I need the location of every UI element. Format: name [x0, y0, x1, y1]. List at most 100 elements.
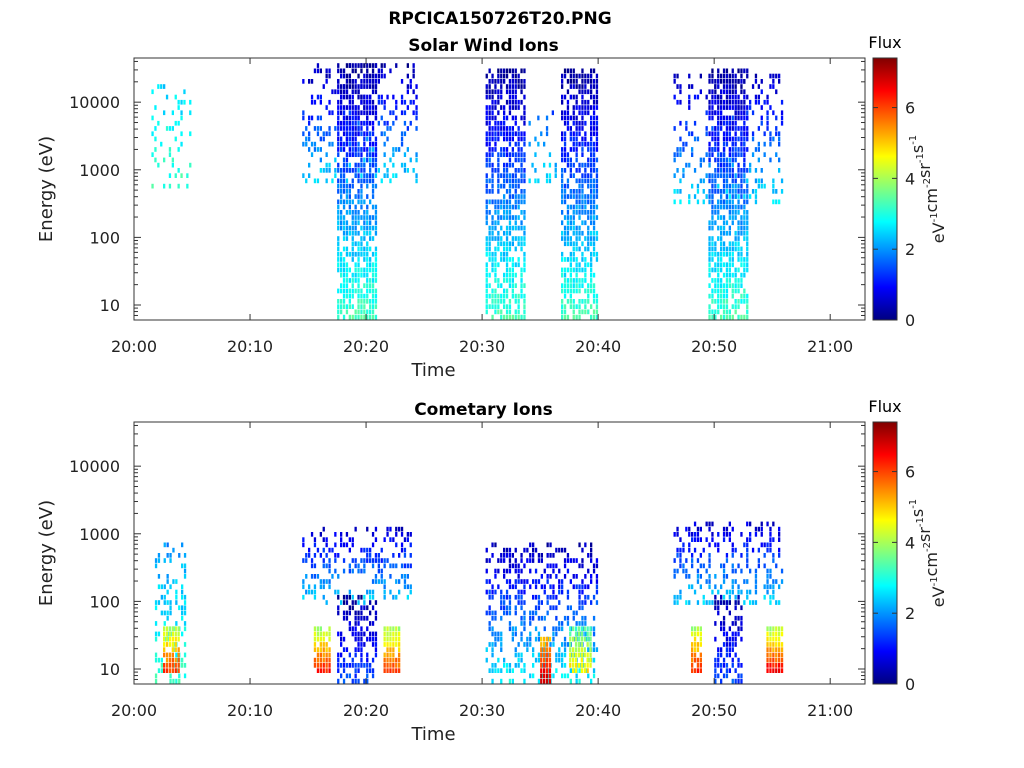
heatmap-cell — [517, 600, 520, 605]
heatmap-cell — [348, 621, 351, 626]
heatmap-cell — [360, 204, 363, 210]
heatmap-cell — [734, 547, 737, 553]
heatmap-cell — [491, 99, 494, 105]
heatmap-cell — [595, 141, 599, 147]
heatmap-cell — [357, 73, 360, 79]
heatmap-cell — [578, 204, 581, 210]
heatmap-cell — [766, 642, 769, 647]
heatmap-cell — [587, 309, 590, 315]
heatmap-cell — [342, 168, 346, 173]
heatmap-cell — [714, 141, 717, 147]
heatmap-cell — [699, 574, 702, 579]
heatmap-cell — [175, 621, 178, 626]
heatmap-cell — [363, 246, 366, 252]
heatmap-cell — [354, 215, 357, 220]
heatmap-cell — [505, 152, 509, 157]
heatmap-cell — [702, 157, 705, 163]
heatmap-cell — [500, 647, 503, 652]
heatmap-cell — [731, 126, 734, 131]
heatmap-cell — [354, 204, 357, 210]
heatmap-cell — [549, 594, 552, 600]
heatmap-cell — [737, 94, 740, 100]
heatmap-cell — [763, 563, 766, 569]
heatmap-cell — [731, 183, 734, 189]
heatmap-cell — [497, 241, 500, 247]
heatmap-cell — [754, 568, 758, 574]
heatmap-cell — [532, 647, 535, 652]
heatmap-cell — [334, 173, 337, 178]
heatmap-cell — [743, 141, 746, 147]
heatmap-cell — [722, 288, 726, 294]
heatmap-cell — [371, 673, 375, 679]
heatmap-cell — [595, 574, 599, 579]
heatmap-cell — [581, 173, 584, 178]
heatmap-cell — [743, 168, 746, 173]
heatmap-cell — [734, 173, 737, 178]
heatmap-cell — [578, 131, 581, 137]
heatmap-cell — [494, 105, 497, 110]
heatmap-cell — [580, 636, 583, 642]
heatmap-cell — [354, 272, 357, 278]
x-tick-label: 20:20 — [343, 337, 389, 356]
heatmap-cell — [563, 94, 567, 100]
heatmap-cell — [389, 574, 392, 579]
heatmap-cell — [488, 89, 491, 95]
heatmap-cell — [316, 574, 320, 579]
heatmap-cell — [325, 600, 328, 605]
heatmap-cell — [714, 584, 717, 590]
heatmap-cell — [357, 283, 360, 288]
heatmap-cell — [340, 120, 343, 126]
heatmap-cell — [389, 657, 392, 663]
heatmap-cell — [537, 594, 541, 600]
heatmap-cell — [572, 225, 575, 231]
heatmap-cell — [534, 626, 538, 632]
heatmap-cell — [581, 579, 584, 584]
heatmap-cell — [575, 574, 578, 579]
heatmap-cell — [345, 89, 349, 95]
heatmap-cell — [360, 173, 363, 178]
heatmap-cell — [561, 626, 564, 632]
heatmap-cell — [360, 225, 363, 231]
heatmap-cell — [679, 594, 682, 600]
heatmap-cell — [778, 526, 781, 532]
heatmap-cell — [717, 547, 720, 553]
heatmap-cell — [569, 79, 572, 84]
heatmap-cell — [360, 94, 363, 100]
heatmap-cell — [769, 657, 772, 663]
heatmap-cell — [154, 105, 157, 110]
heatmap-cell — [151, 89, 154, 95]
heatmap-cell — [520, 147, 523, 152]
heatmap-cell — [708, 293, 711, 299]
heatmap-cell — [711, 199, 714, 205]
heatmap-cell — [325, 131, 328, 137]
heatmap-cell — [517, 199, 520, 205]
heatmap-cell — [177, 636, 180, 642]
heatmap-cell — [166, 589, 169, 595]
heatmap-cell — [595, 173, 599, 178]
heatmap-cell — [711, 115, 714, 121]
heatmap-cell — [561, 304, 564, 309]
heatmap-cell — [316, 647, 320, 652]
heatmap-cell — [523, 299, 526, 304]
heatmap-cell — [348, 568, 351, 574]
heatmap-cell — [569, 241, 572, 247]
heatmap-cell — [348, 299, 351, 304]
heatmap-cell — [517, 136, 520, 142]
heatmap-cell — [168, 126, 172, 131]
heatmap-cell — [722, 299, 726, 304]
heatmap-cell — [592, 568, 596, 574]
heatmap-cell — [737, 194, 740, 199]
heatmap-cell — [566, 230, 570, 236]
heatmap-cell — [500, 183, 503, 189]
heatmap-cell — [503, 251, 506, 257]
heatmap-cell — [714, 657, 717, 663]
heatmap-cell — [676, 147, 679, 152]
heatmap-cell — [371, 225, 375, 231]
heatmap-cell — [345, 152, 349, 157]
heatmap-cell — [572, 230, 575, 236]
heatmap-cell — [497, 120, 500, 126]
heatmap-cell — [743, 152, 746, 157]
heatmap-cell — [514, 94, 517, 100]
heatmap-cell — [313, 126, 317, 131]
heatmap-cell — [769, 526, 772, 532]
